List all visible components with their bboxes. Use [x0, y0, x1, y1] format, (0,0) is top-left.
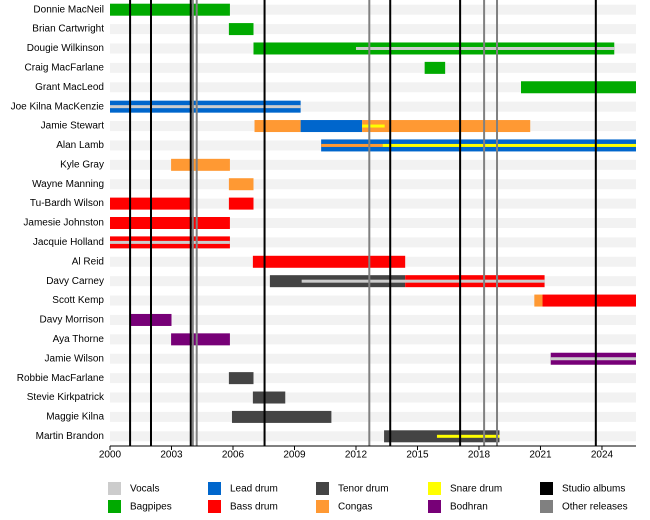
row-band	[110, 295, 636, 306]
row-band	[110, 334, 636, 345]
role-bar	[424, 61, 446, 74]
member-name: Jamie Wilson	[45, 353, 104, 364]
role-stripe	[321, 143, 383, 147]
member-name: Jacquie Holland	[33, 237, 104, 248]
role-bar	[228, 372, 254, 385]
member-name: Craig MacFarlane	[25, 63, 105, 74]
role-stripe	[362, 124, 385, 128]
member-name: Jamie Stewart	[41, 121, 105, 132]
member-name: Joe Kilna MacKenzie	[11, 101, 105, 112]
member-name: Alan Lamb	[56, 140, 104, 151]
member-name: Scott Kemp	[52, 295, 104, 306]
member-name: Stevie Kirkpatrick	[27, 392, 105, 403]
member-name: Davy Morrison	[40, 315, 104, 326]
member-name: Davy Carney	[46, 276, 104, 287]
legend-label: Bass drum	[230, 502, 278, 513]
row-band	[110, 198, 636, 209]
role-bar	[228, 178, 254, 191]
member-name: Dougie Wilkinson	[27, 43, 104, 54]
legend-label: Tenor drum	[338, 484, 389, 495]
legend-label: Bodhran	[450, 502, 488, 513]
row-band	[110, 4, 636, 15]
legend-swatch	[316, 500, 329, 513]
x-tick-label: 2015	[406, 450, 429, 461]
role-stripe	[382, 143, 636, 147]
role-bar	[228, 197, 254, 210]
legend-swatch	[316, 482, 329, 495]
role-bar	[542, 294, 636, 307]
member-name: Aya Thorne	[53, 334, 105, 345]
member-name: Jamesie Johnston	[23, 218, 104, 229]
x-tick-label: 2003	[160, 450, 183, 461]
role-bar	[254, 120, 301, 133]
role-bar	[171, 333, 230, 346]
row-band	[110, 159, 636, 170]
row-band	[110, 392, 636, 403]
role-bar	[252, 391, 286, 404]
role-stripe	[550, 357, 636, 361]
legend-swatch	[540, 500, 553, 513]
role-bar	[228, 23, 254, 36]
row-band	[110, 101, 636, 112]
member-name: Martin Brandon	[36, 431, 104, 442]
legend-label: Congas	[338, 502, 372, 513]
member-name: Grant MacLeod	[35, 82, 104, 93]
role-bar	[534, 294, 543, 307]
role-bar	[362, 120, 531, 133]
x-tick-label: 2018	[468, 450, 491, 461]
role-stripe	[110, 105, 301, 109]
row-band	[110, 373, 636, 384]
member-name: Tu-Bardh Wilson	[30, 198, 104, 209]
x-tick-label: 2006	[222, 450, 245, 461]
member-name: Kyle Gray	[60, 159, 104, 170]
role-bar	[300, 120, 363, 133]
legend-swatch	[208, 482, 221, 495]
x-tick-label: 2000	[99, 450, 122, 461]
row-band	[110, 237, 636, 248]
legend-swatch	[428, 482, 441, 495]
row-band	[110, 353, 636, 364]
legend-swatch	[108, 482, 121, 495]
row-band	[110, 314, 636, 325]
legend-label: Studio albums	[562, 484, 625, 495]
member-name: Brian Cartwright	[32, 24, 104, 35]
legend-swatch	[108, 500, 121, 513]
legend-label: Snare drum	[450, 484, 502, 495]
legend-swatch	[540, 482, 553, 495]
row-band	[110, 24, 636, 35]
legend-label: Other releases	[562, 502, 628, 513]
row-band	[110, 62, 636, 73]
legend-label: Vocals	[130, 484, 159, 495]
role-bar	[171, 158, 230, 171]
legend-swatch	[208, 500, 221, 513]
member-name: Maggie Kilna	[46, 412, 104, 423]
row-band	[110, 82, 636, 93]
member-name: Donnie MacNeil	[33, 4, 104, 15]
x-tick-label: 2021	[529, 450, 552, 461]
member-name: Robbie MacFarlane	[17, 373, 105, 384]
role-bar	[521, 81, 636, 94]
role-bar	[110, 3, 230, 16]
role-bar	[231, 410, 332, 423]
x-tick-label: 2012	[345, 450, 368, 461]
legend-swatch	[428, 500, 441, 513]
row-band	[110, 179, 636, 190]
x-tick-label: 2024	[591, 450, 614, 461]
row-band	[110, 431, 636, 442]
member-name: Wayne Manning	[32, 179, 104, 190]
role-stripe	[110, 240, 230, 244]
role-stripe	[436, 434, 500, 438]
row-band	[110, 411, 636, 422]
x-tick-label: 2009	[283, 450, 306, 461]
member-name: Al Reid	[72, 256, 104, 267]
legend-label: Bagpipes	[130, 502, 172, 513]
role-stripe	[355, 46, 615, 50]
role-stripe	[301, 279, 545, 283]
legend-label: Lead drum	[230, 484, 278, 495]
role-bar	[110, 217, 230, 229]
row-band	[110, 218, 636, 228]
role-bar	[252, 255, 406, 268]
